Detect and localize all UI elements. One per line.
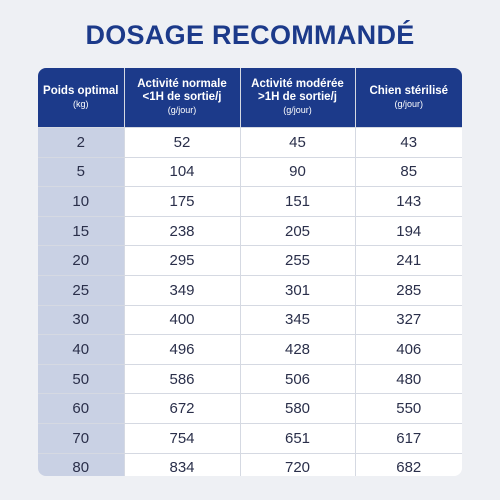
weight-cell: 30 xyxy=(38,305,125,336)
sterilized-cell: 406 xyxy=(355,334,462,365)
header-label: Activité modérée >1H de sortie/j xyxy=(251,78,344,103)
table-row: 25 349 301 285 xyxy=(38,275,462,306)
header-label: Activité normale <1H de sortie/j xyxy=(137,78,227,103)
sterilized-cell: 43 xyxy=(355,127,462,158)
weight-cell: 20 xyxy=(38,245,125,276)
table-row: 50 586 506 480 xyxy=(38,364,462,395)
moderate-activity-cell: 90 xyxy=(240,157,356,188)
weight-cell: 60 xyxy=(38,393,125,424)
moderate-activity-cell: 205 xyxy=(240,216,356,247)
moderate-activity-cell: 301 xyxy=(240,275,356,306)
sterilized-cell: 617 xyxy=(355,423,462,454)
sterilized-cell: 143 xyxy=(355,186,462,217)
normal-activity-cell: 52 xyxy=(124,127,241,158)
header-activite-normale: Activité normale <1H de sortie/j (g/jour… xyxy=(124,68,241,128)
table-row: 5 104 90 85 xyxy=(38,157,462,188)
table-row: 15 238 205 194 xyxy=(38,216,462,247)
table-row: 30 400 345 327 xyxy=(38,305,462,336)
weight-cell: 80 xyxy=(38,453,125,476)
page-title: DOSAGE RECOMMANDÉ xyxy=(85,20,415,50)
header-unit: (g/jour) xyxy=(394,98,423,109)
normal-activity-cell: 754 xyxy=(124,423,241,454)
sterilized-cell: 194 xyxy=(355,216,462,247)
sterilized-cell: 480 xyxy=(355,364,462,395)
dosage-table: Poids optimal (kg) Activité normale <1H … xyxy=(38,68,462,476)
moderate-activity-cell: 506 xyxy=(240,364,356,395)
header-unit: (g/jour) xyxy=(167,105,197,115)
moderate-activity-cell: 151 xyxy=(240,186,356,217)
moderate-activity-cell: 720 xyxy=(240,453,356,476)
moderate-activity-cell: 255 xyxy=(240,245,356,276)
dosage-table-wrapper: Poids optimal (kg) Activité normale <1H … xyxy=(38,68,462,476)
header-activite-moderee: Activité modérée >1H de sortie/j (g/jour… xyxy=(240,68,356,128)
table-row: 80 834 720 682 xyxy=(38,453,462,476)
normal-activity-cell: 349 xyxy=(124,275,241,306)
table-row: 60 672 580 550 xyxy=(38,393,462,424)
table-row: 70 754 651 617 xyxy=(38,423,462,454)
table-row: 2 52 45 43 xyxy=(38,127,462,158)
weight-cell: 10 xyxy=(38,186,125,217)
table-row: 40 496 428 406 xyxy=(38,334,462,365)
weight-cell: 2 xyxy=(38,127,125,158)
normal-activity-cell: 295 xyxy=(124,245,241,276)
weight-cell: 70 xyxy=(38,423,125,454)
header-label: Chien stérilisé xyxy=(369,84,449,97)
header-unit: (g/jour) xyxy=(283,105,312,115)
header-chien-sterilise: Chien stérilisé (g/jour) xyxy=(355,68,462,128)
weight-cell: 40 xyxy=(38,334,125,365)
normal-activity-cell: 672 xyxy=(124,393,241,424)
normal-activity-cell: 496 xyxy=(124,334,241,365)
moderate-activity-cell: 580 xyxy=(240,393,356,424)
normal-activity-cell: 104 xyxy=(124,157,241,188)
moderate-activity-cell: 428 xyxy=(240,334,356,365)
header-unit: (kg) xyxy=(73,98,89,109)
weight-cell: 15 xyxy=(38,216,125,247)
normal-activity-cell: 238 xyxy=(124,216,241,247)
weight-cell: 25 xyxy=(38,275,125,306)
sterilized-cell: 682 xyxy=(355,453,462,476)
normal-activity-cell: 586 xyxy=(124,364,241,395)
moderate-activity-cell: 45 xyxy=(240,127,356,158)
sterilized-cell: 85 xyxy=(355,157,462,188)
sterilized-cell: 327 xyxy=(355,305,462,336)
sterilized-cell: 285 xyxy=(355,275,462,306)
table-body: 2 52 45 43 5 104 90 85 10 175 151 143 15 238 205 194 20 2… xyxy=(38,127,462,476)
table-row: 20 295 255 241 xyxy=(38,245,462,276)
normal-activity-cell: 400 xyxy=(124,305,241,336)
moderate-activity-cell: 651 xyxy=(240,423,356,454)
weight-cell: 5 xyxy=(38,157,125,188)
header-label: Poids optimal xyxy=(43,84,119,97)
table-header-row: Poids optimal (kg) Activité normale <1H … xyxy=(38,68,462,128)
normal-activity-cell: 175 xyxy=(124,186,241,217)
normal-activity-cell: 834 xyxy=(124,453,241,476)
header-poids-optimal: Poids optimal (kg) xyxy=(38,68,125,128)
sterilized-cell: 550 xyxy=(355,393,462,424)
moderate-activity-cell: 345 xyxy=(240,305,356,336)
weight-cell: 50 xyxy=(38,364,125,395)
sterilized-cell: 241 xyxy=(355,245,462,276)
table-row: 10 175 151 143 xyxy=(38,186,462,217)
